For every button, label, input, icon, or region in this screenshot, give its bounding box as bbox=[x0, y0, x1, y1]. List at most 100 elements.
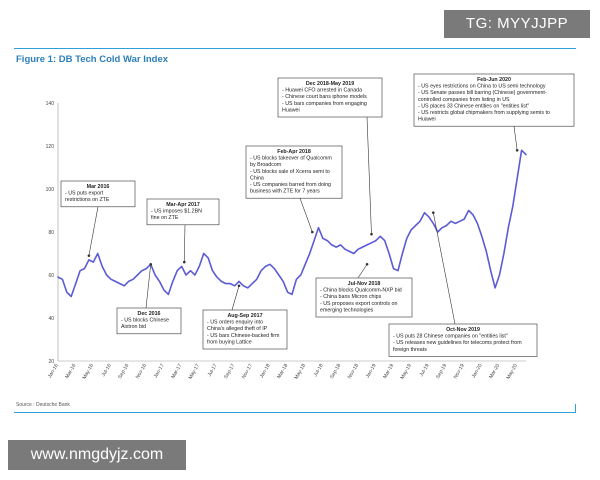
annotation-line: - US proposes export controls on bbox=[320, 301, 397, 307]
annotation-arrow bbox=[299, 198, 313, 233]
x-tick-label: Mar-19 bbox=[382, 363, 395, 380]
x-tick-label: May-17 bbox=[187, 363, 201, 381]
x-tick-label: May-19 bbox=[399, 363, 413, 381]
x-tick-label: Sep-17 bbox=[223, 363, 236, 380]
annotation-8: Oct-Nov 2019- US puts 28 Chinese compani… bbox=[388, 211, 538, 357]
x-tick-label: May-16 bbox=[82, 363, 96, 381]
annotation-line: - US blocks takeover of Qualcomm bbox=[250, 156, 332, 162]
x-tick-label: Jan-20 bbox=[471, 363, 484, 379]
y-tick-label: 80 bbox=[48, 230, 54, 236]
annotation-arrow bbox=[183, 224, 186, 263]
y-tick-label: 140 bbox=[46, 101, 55, 107]
annotation-line: Aixtron bid bbox=[121, 324, 146, 330]
annotation-box bbox=[116, 307, 182, 335]
annotation-line: foreign threats bbox=[393, 347, 427, 353]
annotation-box bbox=[277, 77, 383, 118]
x-tick-label: Mar-17 bbox=[170, 363, 183, 380]
annotation-box bbox=[146, 198, 220, 226]
annotation-line: - US companies barred from doing bbox=[250, 182, 331, 188]
x-tick-label: Jul-18 bbox=[313, 363, 325, 378]
x-tick-label: Jan-18 bbox=[259, 363, 272, 379]
annotation-line: controlled companies from listing in US bbox=[418, 97, 510, 103]
annotation-line: - US restricts global chipmakers from su… bbox=[418, 110, 550, 116]
annotation-line: China bbox=[250, 175, 264, 181]
annotation-arrow-head bbox=[365, 262, 369, 266]
annotation-arrow-head bbox=[87, 254, 91, 257]
annotation-line: - China bans Micron chips bbox=[320, 294, 382, 300]
annotation-6: Dec 2018-May 2019- Huawei CFO arrested i… bbox=[277, 77, 383, 236]
x-tick-label: Jan-17 bbox=[153, 363, 166, 379]
annotation-line: - US puts 28 Chinese companies on "entit… bbox=[393, 334, 508, 340]
x-tick-label: May-18 bbox=[293, 363, 307, 381]
x-tick-label: Nov-17 bbox=[241, 363, 254, 380]
annotation-arrow-head bbox=[431, 211, 435, 214]
figure-bottom-rule bbox=[14, 412, 576, 413]
annotation-5: Feb-Apr 2018- US blocks takeover of Qual… bbox=[245, 145, 343, 234]
annotation-title: Feb-Jun 2020 bbox=[477, 77, 511, 83]
x-tick-label: May-20 bbox=[505, 363, 519, 381]
annotation-title: Dec 2016 bbox=[138, 311, 161, 317]
annotation-line: - China blocks Qualcomm-NXP bid bbox=[320, 288, 402, 294]
annotation-title: Feb-Apr 2018 bbox=[277, 149, 311, 155]
annotation-title: Jul-Nov 2018 bbox=[348, 281, 381, 287]
x-tick-label: Sep-19 bbox=[435, 363, 448, 380]
x-tick-label: Nov-16 bbox=[135, 363, 148, 380]
series-line bbox=[57, 149, 527, 298]
annotation-line: - US bars companies from engaging bbox=[282, 101, 367, 107]
annotation-line: - Huawei CFO arrested in Canada bbox=[282, 88, 362, 94]
annotation-line: - US blocks Chinese bbox=[121, 318, 169, 324]
annotation-box bbox=[245, 145, 343, 199]
annotation-arrow bbox=[88, 206, 99, 256]
x-tick-label: Jan-19 bbox=[365, 363, 378, 379]
figure-title: Figure 1: DB Tech Cold War Index bbox=[16, 54, 169, 65]
x-tick-label: Nov-18 bbox=[347, 363, 360, 380]
annotation-7: Jul-Nov 2018- China blocks Qualcomm-NXP … bbox=[315, 262, 413, 318]
annotation-box bbox=[315, 277, 413, 318]
annotation-4: Aug-Sep 2017- US orders enquiry intoChin… bbox=[202, 284, 288, 350]
y-tick-label: 120 bbox=[46, 144, 55, 150]
watermark-top: TG: MYYJJPP bbox=[444, 10, 590, 38]
annotation-arrow-head bbox=[370, 232, 373, 236]
annotation-line: business with ZTE for 7 years bbox=[250, 189, 320, 195]
x-tick-label: Sep-16 bbox=[117, 363, 130, 380]
annotation-box bbox=[60, 180, 136, 208]
figure-bottom-rule-tick bbox=[575, 404, 576, 413]
figure-top-rule bbox=[14, 48, 576, 49]
annotation-arrow bbox=[145, 264, 152, 309]
x-tick-label: Jul-16 bbox=[101, 363, 113, 378]
y-tick-label: 60 bbox=[48, 273, 54, 279]
annotation-line: fine on ZTE bbox=[151, 215, 179, 221]
annotation-arrow bbox=[366, 116, 372, 235]
annotation-title: Oct-Nov 2019 bbox=[446, 327, 480, 333]
x-tick-label: Mar-20 bbox=[488, 363, 501, 380]
annotation-arrow-head bbox=[515, 149, 519, 152]
annotation-title: Mar-Apr 2017 bbox=[166, 202, 200, 208]
annotation-title: Dec 2018-May 2019 bbox=[306, 81, 354, 87]
annotation-line: Huawei bbox=[282, 107, 300, 113]
x-tick-label: Mar-18 bbox=[276, 363, 289, 380]
x-tick-label: Jan-16 bbox=[47, 363, 60, 379]
annotation-arrow-head bbox=[182, 260, 186, 264]
annotation-line: - US places 33 Chinese entities on "enti… bbox=[418, 103, 529, 109]
x-tick-label: Jul-17 bbox=[207, 363, 219, 378]
watermark-bottom: www.nmgdyjz.com bbox=[8, 440, 186, 470]
x-tick-label: Jul-19 bbox=[419, 363, 431, 378]
annotation-title: Mar 2016 bbox=[87, 184, 110, 190]
x-tick-label: Sep-18 bbox=[329, 363, 342, 380]
annotation-arrow bbox=[513, 126, 518, 151]
annotation-line: by Broadcom bbox=[250, 162, 282, 168]
annotation-box bbox=[413, 73, 575, 127]
annotation-arrow bbox=[432, 212, 456, 325]
annotation-title: Aug-Sep 2017 bbox=[227, 313, 262, 319]
annotation-arrow bbox=[357, 264, 368, 279]
annotation-box bbox=[388, 323, 538, 357]
annotation-line: - US Senate passes bill barring (Chinese… bbox=[418, 90, 547, 96]
y-tick-label: 20 bbox=[48, 359, 54, 365]
annotation-arrow-head bbox=[149, 262, 153, 266]
annotation-line: - US imposes $1.2BN bbox=[151, 209, 202, 215]
annotation-line: restrictions on ZTE bbox=[65, 197, 110, 203]
annotation-line: - Chinese court bans iphone models bbox=[282, 94, 367, 100]
